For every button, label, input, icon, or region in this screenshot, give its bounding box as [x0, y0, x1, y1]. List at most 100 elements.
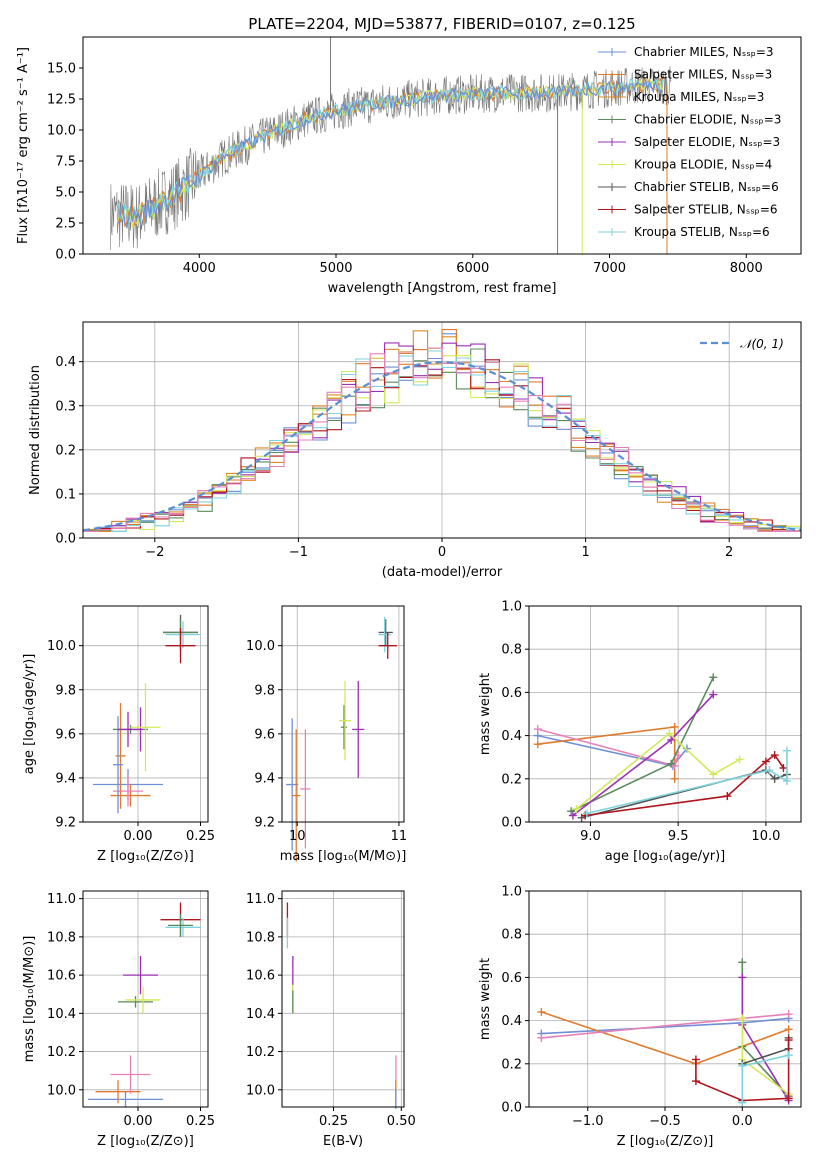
- x-tick-label: 0: [438, 545, 446, 560]
- axes-frame: 0.25 0.50 10.0 10.2 10.4 10.6 10.8 11.0 E(B-V): [246, 890, 416, 1149]
- y-axis-label: mass weight: [478, 958, 493, 1040]
- series-salpeter_elodie: [741, 977, 790, 1101]
- y-tick-label: 9.4: [55, 771, 76, 786]
- errorbar-point: [110, 1055, 151, 1094]
- model-chabrier_miles: [116, 78, 664, 230]
- series-marker: [784, 1094, 793, 1103]
- x-axis-label: mass [log₁₀(M/M⊙)]: [280, 849, 407, 864]
- legend: Chabrier MILES, Nₛₛₚ=3 Salpeter MILES, Nₛ…: [598, 45, 781, 239]
- series-marker: [537, 1033, 546, 1042]
- y-tick-label: 10.4: [47, 1007, 76, 1022]
- x-tick-label: 9.0: [580, 829, 601, 844]
- series-marker: [533, 740, 542, 749]
- errorbar-point: [118, 711, 138, 748]
- plot-area: [286, 617, 397, 862]
- series-marker: [782, 746, 791, 755]
- series-marker: [761, 757, 770, 766]
- axes-frame: 9.0 9.5 10.0 0.0 0.2 0.4 0.6 0.8 1.0 age [log₁₀(a…: [478, 600, 802, 864]
- y-tick-label: 0.6: [501, 686, 522, 701]
- x-tick-label: 9.5: [668, 829, 689, 844]
- x-axis-label: E(B-V): [323, 1134, 363, 1149]
- x-axis-label: Z [log₁₀(Z/Z⊙)]: [97, 849, 194, 864]
- x-tick-label: 4000: [183, 261, 216, 276]
- legend-label: Chabrier STELIB, Nₛₛₚ=6: [634, 180, 779, 194]
- series-marker: [770, 774, 779, 783]
- x-tick-label: 0.50: [387, 1114, 416, 1129]
- panel-age_vs_Z: 0.00 0.25 9.2 9.4 9.6 9.8 10.0 Z [log₁₀(Z/Z⊙)] a…: [22, 605, 215, 864]
- legend-label: Kroupa STELIB, Nₛₛₚ=6: [634, 225, 770, 239]
- errorbar-point: [168, 913, 193, 937]
- axes-frame: 10 11 9.2 9.4 9.6 9.8 10.0 mass [log₁₀(M/M⊙)]: [246, 605, 407, 864]
- y-tick-label: 9.6: [254, 727, 275, 742]
- y-tick-label: 9.8: [55, 683, 76, 698]
- errorbar-point: [378, 619, 393, 646]
- x-tick-label: −1: [289, 545, 308, 560]
- series-marker: [572, 805, 581, 814]
- y-tick-label: 0.2: [501, 772, 522, 787]
- x-tick-label: 7000: [593, 261, 626, 276]
- errorbar-point: [113, 716, 123, 814]
- series-marker: [691, 1077, 700, 1086]
- plot-area: [88, 902, 201, 1107]
- legend-label: Salpeter ELODIE, Nₛₛₚ=3: [634, 135, 780, 149]
- axes-frame: 4000 5000 6000 7000 8000 0.0 2.5 5.0 7.5 10.0 12.5…: [16, 36, 802, 296]
- y-tick-label: 0.0: [55, 248, 76, 263]
- x-axis-label: Z [log₁₀(Z/Z⊙)]: [617, 1134, 714, 1149]
- y-tick-label: 10.0: [47, 639, 76, 654]
- x-axis-label: wavelength [Angstrom, rest frame]: [328, 281, 557, 296]
- series-marker: [691, 1055, 700, 1064]
- errorbar-point: [378, 617, 391, 653]
- axes-box: [281, 605, 405, 823]
- x-tick-label: 8000: [730, 261, 763, 276]
- errorbar-point: [352, 680, 365, 778]
- x-tick-label: 0.25: [186, 829, 215, 844]
- series-chabrier_miles: [537, 734, 688, 767]
- x-tick-label: 0.00: [124, 829, 153, 844]
- errorbar-point: [292, 729, 301, 862]
- series-marker: [709, 673, 718, 682]
- y-axis-label: Normed distribution: [28, 365, 43, 495]
- series-marker: [784, 1025, 793, 1034]
- series-marker: [738, 958, 747, 967]
- y-tick-label: 0.1: [55, 487, 76, 502]
- errorbar-point: [125, 986, 161, 1014]
- axes-box: [82, 605, 209, 823]
- y-tick-label: 10.4: [246, 1007, 275, 1022]
- errorbar-point: [340, 705, 348, 750]
- errorbar-point: [115, 702, 126, 809]
- series-marker: [567, 807, 576, 816]
- y-tick-label: 10.0: [246, 1083, 275, 1098]
- axes-frame: −2 −1 0 1 2 0.0 0.1 0.2 0.3 0.4 (data-model)/error…: [28, 321, 802, 580]
- panel-mass_vs_ebv: 0.25 0.50 10.0 10.2 10.4 10.6 10.8 11.0 E(B-V): [246, 890, 416, 1149]
- series-marker: [738, 1098, 747, 1107]
- axes-box: [281, 890, 405, 1108]
- series-marker: [782, 776, 791, 785]
- plot-area: Chabrier MILES, Nₛₛₚ=3 Salpeter MILES, Nₛ…: [110, 37, 781, 254]
- series-marker: [582, 809, 591, 818]
- series-marker: [738, 1061, 747, 1070]
- y-tick-label: 0.0: [501, 816, 522, 831]
- y-tick-label: 2.5: [55, 217, 76, 232]
- errorbar-point: [110, 784, 151, 807]
- series-marker: [533, 725, 542, 734]
- y-tick-label: 0.6: [501, 971, 522, 986]
- x-tick-label: 10.0: [751, 829, 780, 844]
- series-marker: [784, 1036, 793, 1045]
- legend-label: Kroupa MILES, Nₛₛₚ=3: [634, 90, 764, 104]
- series-marker: [665, 729, 674, 738]
- y-tick-label: 1.0: [501, 600, 522, 615]
- legend-label: Salpeter MILES, Nₛₛₚ=3: [634, 68, 772, 82]
- y-tick-label: 10.2: [246, 1045, 275, 1060]
- panel-spectrum: Chabrier MILES, Nₛₛₚ=3 Salpeter MILES, Nₛ…: [16, 36, 802, 296]
- y-tick-label: 9.6: [55, 727, 76, 742]
- series-marker: [765, 766, 774, 775]
- axes-box: [82, 36, 802, 255]
- series-marker: [709, 690, 718, 699]
- series-marker: [667, 759, 676, 768]
- series-marker: [738, 1014, 747, 1023]
- errorbar-point: [378, 632, 397, 659]
- errorbar-point: [300, 729, 311, 849]
- x-tick-label: −1.0: [572, 1114, 604, 1129]
- errorbar-point: [118, 996, 153, 1008]
- y-tick-label: 0.2: [501, 1057, 522, 1072]
